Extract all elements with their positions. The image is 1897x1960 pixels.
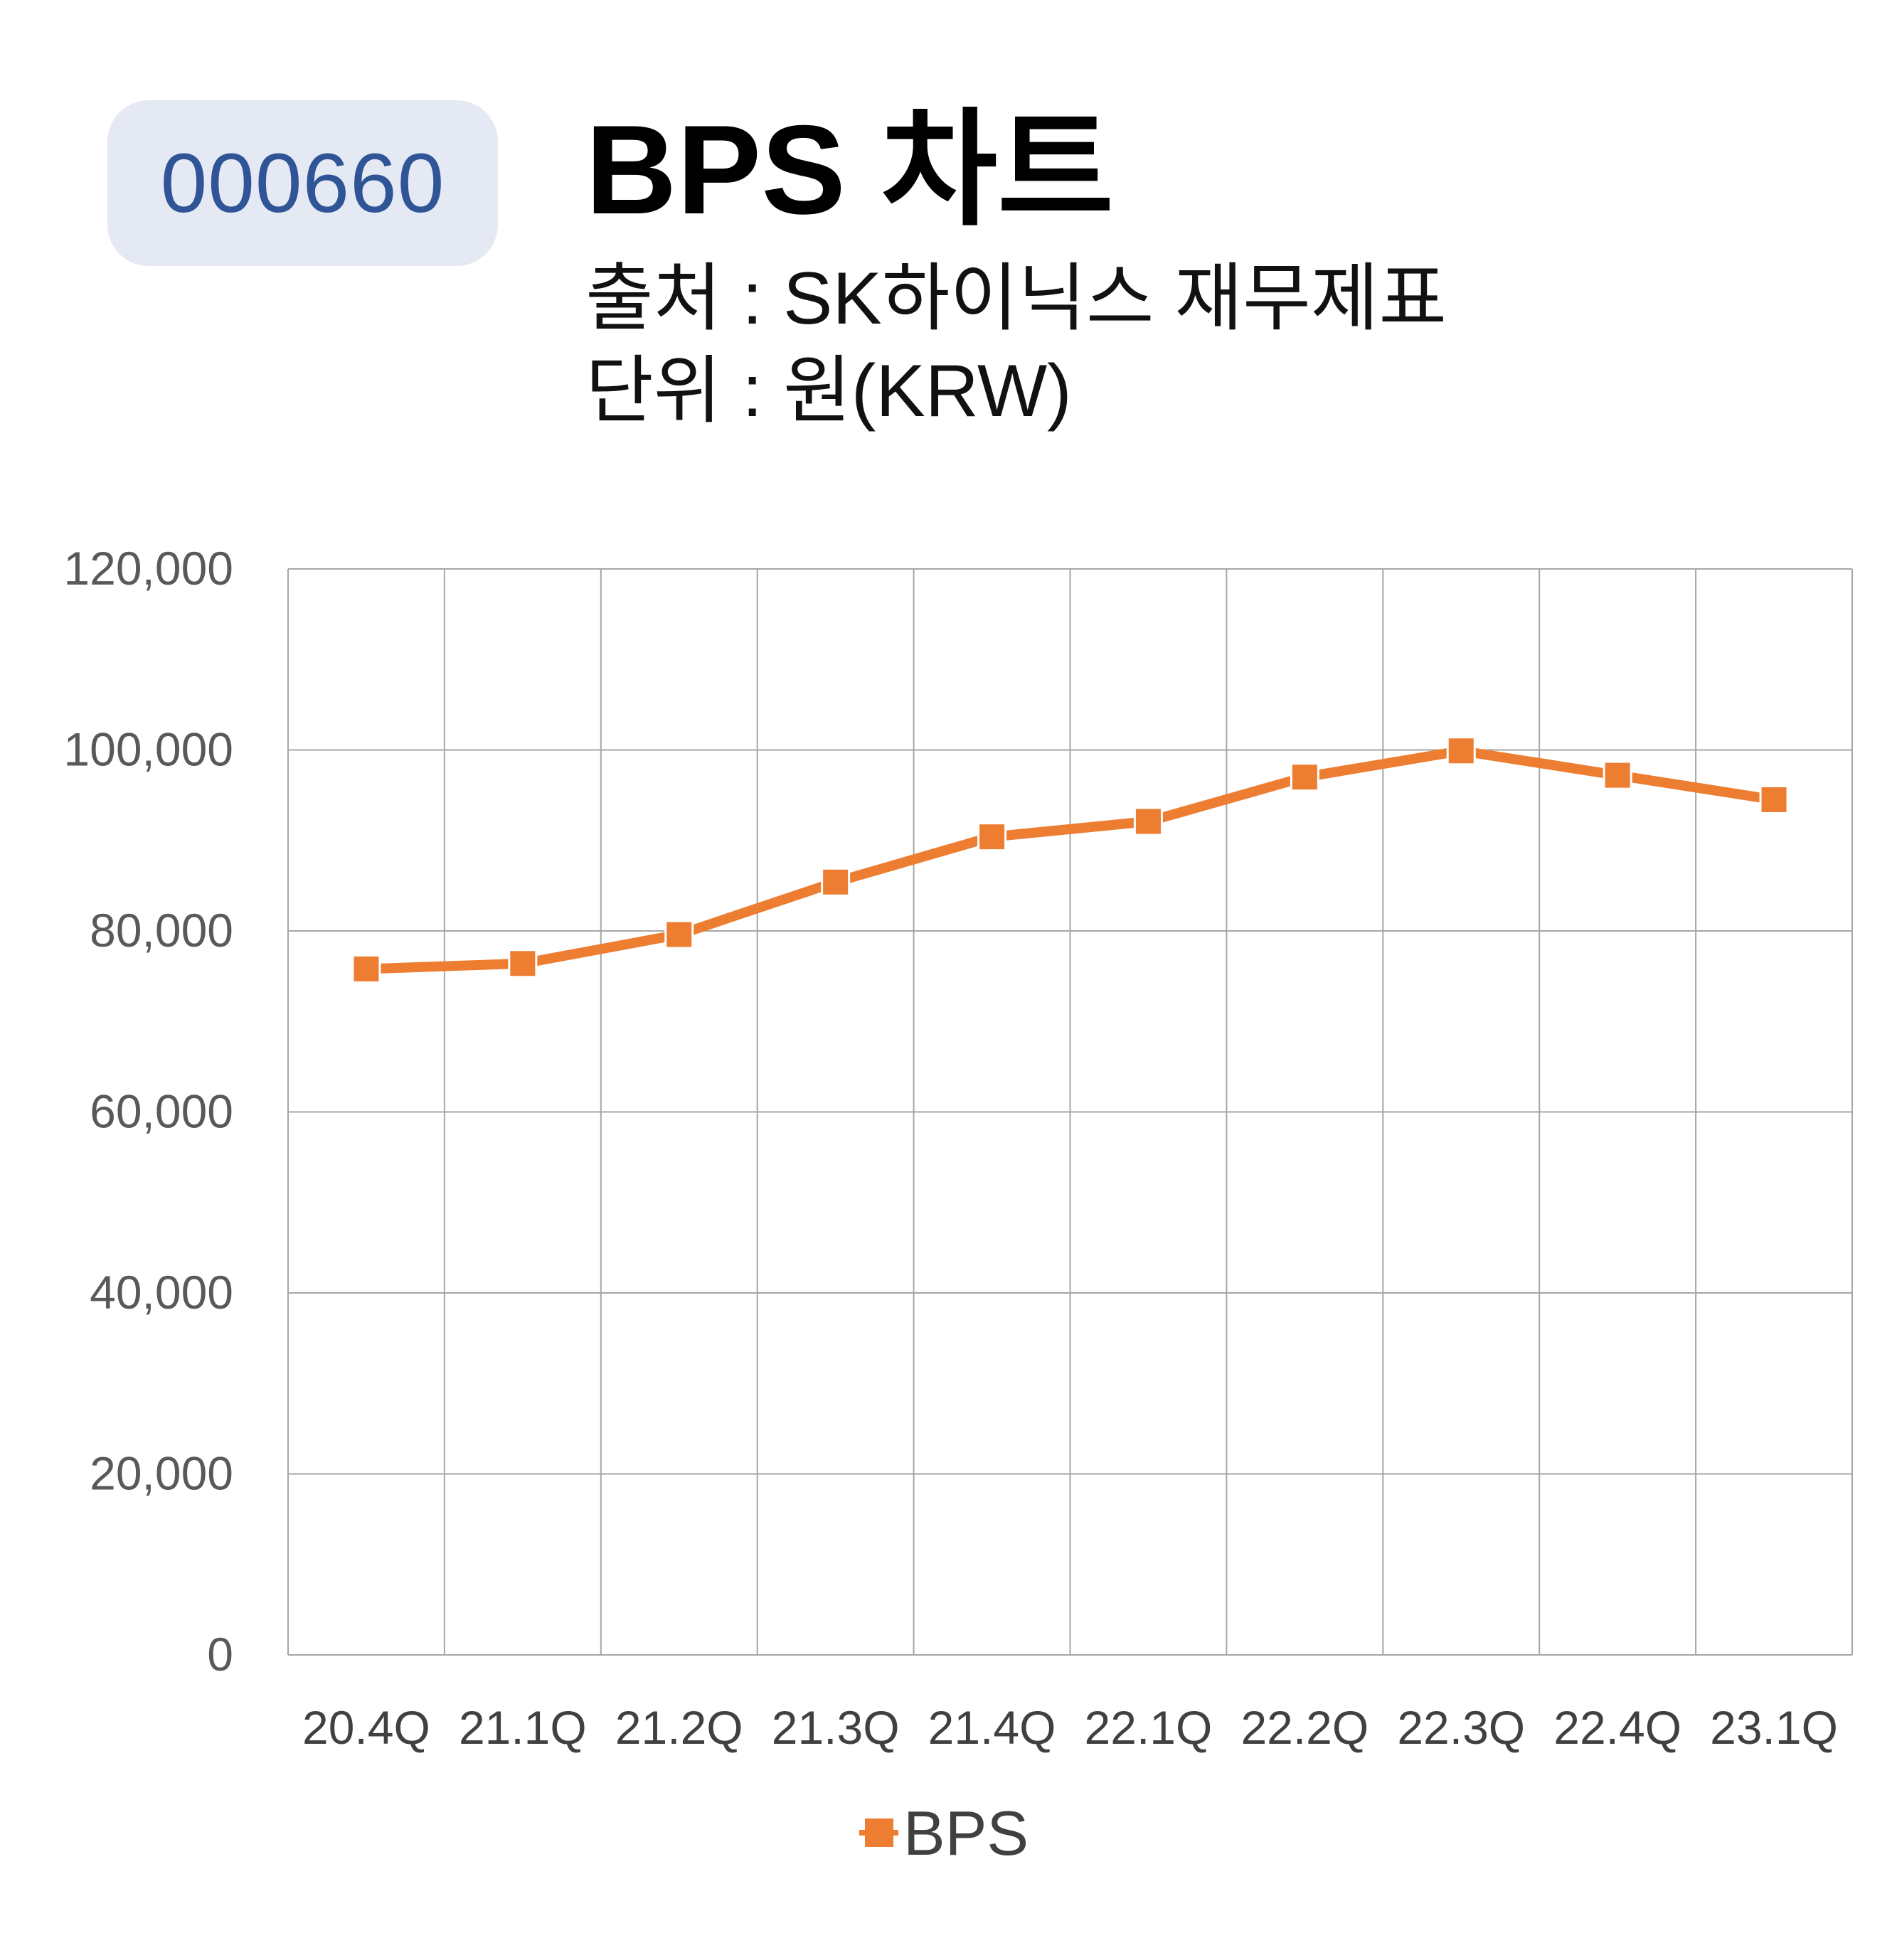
x-tick-label: 22.1Q [1085, 1701, 1213, 1754]
y-axis-ticks: 0 20,000 40,000 60,000 80,000 100,000 120,000 [63, 542, 233, 1681]
source-note: 출처 : SK하이닉스 재무제표 [585, 257, 1447, 340]
data-point [1759, 784, 1789, 814]
data-point [821, 867, 851, 897]
x-tick-label: 22.4Q [1553, 1701, 1681, 1754]
data-point [977, 822, 1007, 852]
x-tick-label: 21.4Q [928, 1701, 1056, 1754]
y-tick-label: 120,000 [63, 542, 233, 595]
stock-code-badge: 000660 [107, 100, 498, 266]
series-bps [351, 736, 1789, 984]
stock-code: 000660 [160, 136, 445, 230]
series-line [361, 745, 1780, 974]
legend: BPS [859, 1798, 1029, 1868]
y-tick-label: 20,000 [90, 1447, 233, 1500]
data-point [1290, 762, 1319, 792]
data-point [664, 920, 694, 949]
y-tick-label: 80,000 [90, 904, 233, 957]
data-point [508, 949, 538, 979]
grid [287, 568, 1853, 1656]
y-tick-label: 100,000 [63, 723, 233, 776]
y-tick-label: 40,000 [90, 1266, 233, 1319]
x-tick-label: 22.3Q [1397, 1701, 1525, 1754]
x-tick-label: 21.2Q [615, 1701, 743, 1754]
chart-title: BPS 차트 [585, 99, 1114, 240]
x-tick-label: 22.2Q [1240, 1701, 1369, 1754]
x-tick-label: 21.1Q [459, 1701, 587, 1754]
legend-marker [865, 1818, 893, 1847]
x-tick-label: 21.3Q [772, 1701, 900, 1754]
x-tick-label: 23.1Q [1710, 1701, 1838, 1754]
y-tick-label: 60,000 [90, 1085, 233, 1138]
data-point [351, 954, 381, 984]
data-point [1133, 806, 1163, 836]
legend-label: BPS [903, 1798, 1029, 1868]
x-tick-label: 20.4Q [302, 1701, 430, 1754]
y-tick-label: 0 [207, 1628, 233, 1681]
x-axis-ticks: 20.4Q 21.1Q 21.2Q 21.3Q 21.4Q 22.1Q 22.2Q 22.3Q… [302, 1701, 1838, 1754]
unit-note: 단위 : 원(KRW) [585, 350, 1072, 432]
data-point [1603, 760, 1632, 790]
data-point [1446, 736, 1476, 766]
